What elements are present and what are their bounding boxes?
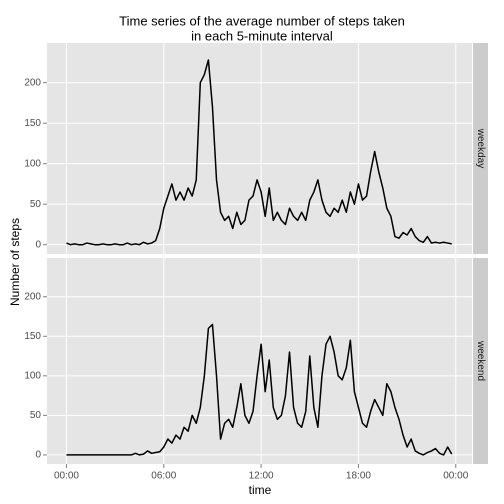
- y-tick-label: 100: [24, 370, 41, 381]
- y-tick-label: 50: [30, 410, 42, 421]
- facet-strip: [473, 43, 488, 254]
- x-tick-label: 06:00: [151, 471, 176, 482]
- y-tick-label: 100: [24, 158, 41, 169]
- y-tick-label: 200: [24, 77, 41, 88]
- y-tick-label: 0: [35, 450, 41, 461]
- facet-label: weekend: [475, 340, 486, 381]
- y-tick-label: 0: [35, 239, 41, 250]
- y-axis-label: Number of steps: [8, 218, 22, 306]
- x-tick-label: 18:00: [346, 471, 371, 482]
- y-tick-label: 150: [24, 118, 41, 129]
- x-tick-label: 00:00: [443, 471, 468, 482]
- x-tick-label: 12:00: [249, 471, 274, 482]
- series-line: [66, 59, 452, 246]
- chart-title: Time series of the average number of ste…: [119, 13, 405, 28]
- facet-label: weekday: [475, 128, 486, 168]
- chart-title: in each 5-minute interval: [191, 28, 333, 43]
- x-tick-label: 00:00: [54, 471, 79, 482]
- y-tick-label: 200: [24, 291, 41, 302]
- y-tick-label: 50: [30, 199, 42, 210]
- facet-strip: [473, 258, 488, 464]
- series-line: [66, 323, 453, 456]
- x-axis-label: time: [249, 483, 272, 497]
- panel-background: [47, 43, 472, 254]
- y-tick-label: 150: [24, 331, 41, 342]
